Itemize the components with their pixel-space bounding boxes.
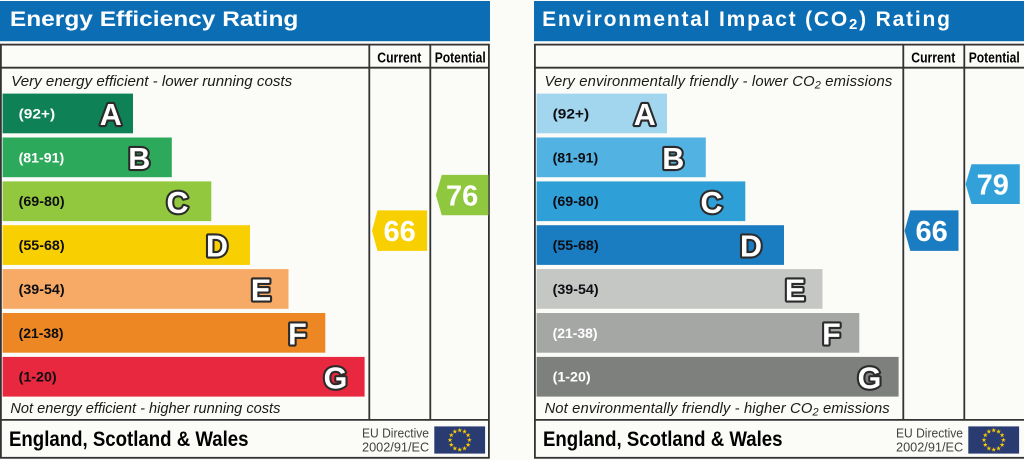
svg-text:EU Directive: EU Directive [896,426,963,441]
svg-text:B: B [662,142,684,176]
svg-text:D: D [206,230,228,264]
svg-text:(81-91): (81-91) [553,150,599,166]
svg-text:66: 66 [915,216,947,248]
svg-text:(92+): (92+) [19,106,56,122]
svg-text:(21-38): (21-38) [553,326,598,342]
svg-text:2002/91/EC: 2002/91/EC [896,440,963,455]
svg-text:Not energy efficient - higher: Not energy efficient - higher running co… [10,401,281,417]
svg-text:F: F [822,318,841,352]
svg-text:Very energy efficient - lower: Very energy efficient - lower running co… [11,74,293,90]
svg-text:Current: Current [911,50,955,66]
svg-text:Potential: Potential [435,50,486,66]
svg-text:(81-91): (81-91) [19,150,65,166]
svg-text:A: A [634,98,656,132]
svg-text:(39-54): (39-54) [553,282,599,298]
svg-text:(55-68): (55-68) [19,238,65,254]
svg-text:EU Directive: EU Directive [362,426,429,441]
svg-text:D: D [740,230,762,264]
svg-text:76: 76 [446,181,478,213]
svg-text:G: G [858,361,882,395]
svg-text:Potential: Potential [969,50,1020,66]
svg-text:C: C [700,186,722,220]
svg-text:79: 79 [977,170,1009,202]
svg-text:Very environmentally friendly: Very environmentally friendly - lower CO… [545,74,893,92]
svg-text:(21-38): (21-38) [19,326,64,342]
svg-text:(55-68): (55-68) [553,238,599,254]
svg-text:F: F [288,318,307,352]
svg-text:A: A [100,98,122,132]
svg-text:B: B [128,142,150,176]
svg-text:Not environmentally friendly -: Not environmentally friendly - higher CO… [545,401,891,419]
svg-text:2002/91/EC: 2002/91/EC [362,440,429,455]
svg-text:E: E [251,274,271,308]
svg-text:(1-20): (1-20) [553,370,591,386]
svg-text:Environmental Impact (CO2) Rat: Environmental Impact (CO2) Rating [542,8,952,33]
svg-text:(92+): (92+) [553,106,590,122]
svg-text:E: E [785,274,805,308]
svg-text:Current: Current [377,50,421,66]
svg-text:C: C [166,186,188,220]
svg-text:England, Scotland & Wales: England, Scotland & Wales [9,427,249,451]
svg-text:England, Scotland & Wales: England, Scotland & Wales [543,427,783,451]
svg-text:(69-80): (69-80) [553,194,599,210]
svg-text:66: 66 [383,216,415,248]
svg-text:G: G [324,361,348,395]
svg-text:(1-20): (1-20) [19,370,57,386]
svg-text:(39-54): (39-54) [19,282,65,298]
svg-text:(69-80): (69-80) [19,194,65,210]
svg-text:Energy Efficiency Rating: Energy Efficiency Rating [10,8,299,31]
